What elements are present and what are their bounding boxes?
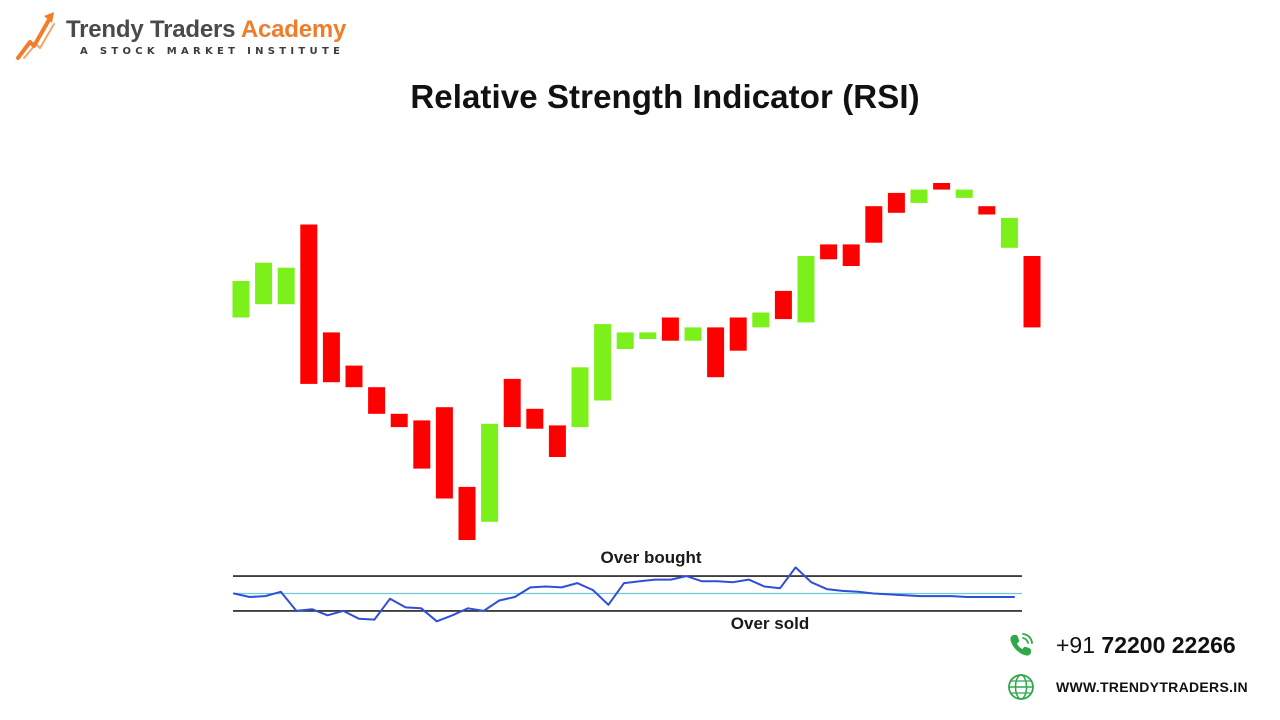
candle-up: [752, 312, 770, 328]
page-title: Relative Strength Indicator (RSI): [410, 78, 920, 115]
phone-icon: [1010, 633, 1033, 656]
candle-down: [933, 183, 951, 190]
contact-website[interactable]: WWW.TRENDYTRADERS.IN: [1006, 672, 1248, 702]
contact-phone[interactable]: +91 72200 22266: [1006, 630, 1236, 660]
candle-down: [887, 192, 905, 213]
candle-down: [345, 365, 363, 388]
candle-up: [255, 262, 273, 305]
candle-down: [1023, 256, 1041, 328]
candle-up: [639, 332, 657, 339]
candle-down: [774, 290, 792, 320]
brand-name: Trendy Traders Academy: [66, 16, 346, 44]
candle-down: [458, 486, 476, 540]
candle-up: [616, 332, 634, 349]
candle-up: [955, 189, 973, 198]
phone-number-text: +91 72200 22266: [1056, 632, 1236, 659]
candle-down: [548, 425, 566, 457]
candle-down: [661, 317, 679, 341]
candle-up: [481, 423, 499, 522]
candle-down: [865, 206, 883, 243]
trend-arrow-logo-icon: [16, 12, 55, 60]
brand-logo: Trendy Traders Academy A STOCK MARKET IN…: [14, 10, 394, 66]
candle-up: [684, 327, 702, 341]
brand-tagline: A STOCK MARKET INSTITUTE: [80, 46, 345, 57]
candle-down: [820, 244, 838, 260]
candle-down: [368, 387, 386, 414]
phone-number: 72200 22266: [1101, 631, 1236, 658]
candle-up: [797, 256, 815, 323]
candle-up: [571, 367, 589, 428]
candlestick-chart: [232, 183, 1041, 540]
candle-down: [435, 407, 453, 499]
candle-down: [413, 420, 431, 469]
candle-down: [729, 317, 747, 351]
candle-down: [707, 327, 725, 378]
candle-down: [322, 332, 340, 383]
candle-down: [390, 413, 408, 428]
candle-up: [1000, 217, 1018, 248]
website-text: WWW.TRENDYTRADERS.IN: [1056, 679, 1248, 695]
candle-up: [232, 281, 250, 318]
rsi-panel: Over bought Over sold: [233, 548, 1022, 633]
phone-prefix: +91: [1056, 631, 1096, 658]
candle-down: [300, 224, 318, 384]
candle-down: [978, 206, 996, 215]
candle-down: [842, 244, 860, 266]
brand-name-part2: Academy: [240, 16, 347, 43]
candle-up: [594, 324, 612, 401]
candle-up: [910, 189, 928, 203]
rsi-line: [233, 566, 1015, 623]
level-label-over-bought: Over bought: [600, 548, 701, 567]
candle-down: [526, 408, 544, 429]
level-label-over-sold: Over sold: [731, 614, 809, 633]
globe-icon: [1008, 674, 1034, 700]
candle-up: [277, 267, 295, 305]
candle-down: [503, 378, 521, 428]
brand-name-part1: Trendy Traders: [66, 16, 236, 43]
